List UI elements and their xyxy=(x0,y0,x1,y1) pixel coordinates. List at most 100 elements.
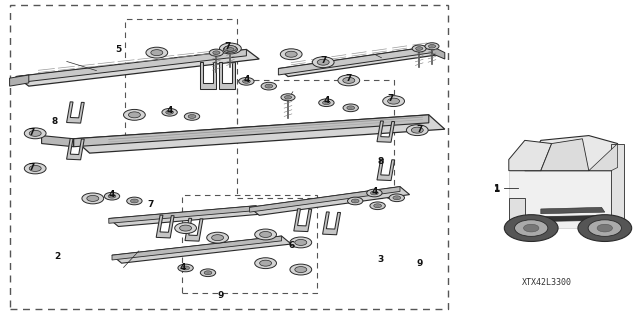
Circle shape xyxy=(312,57,334,68)
Circle shape xyxy=(367,189,382,197)
Text: 7: 7 xyxy=(224,42,230,51)
Circle shape xyxy=(220,43,241,54)
Circle shape xyxy=(280,49,302,60)
Circle shape xyxy=(184,113,200,120)
Circle shape xyxy=(295,240,307,245)
Text: 7: 7 xyxy=(147,200,154,209)
Polygon shape xyxy=(611,144,624,228)
Circle shape xyxy=(295,267,307,272)
Text: 1: 1 xyxy=(493,184,499,193)
Circle shape xyxy=(261,82,276,90)
Polygon shape xyxy=(185,218,203,241)
Circle shape xyxy=(178,264,193,272)
Circle shape xyxy=(416,47,423,50)
Text: 8: 8 xyxy=(378,157,384,166)
Circle shape xyxy=(348,197,363,205)
Circle shape xyxy=(108,194,116,198)
Circle shape xyxy=(351,199,359,203)
Circle shape xyxy=(260,260,271,266)
Circle shape xyxy=(290,264,312,275)
Polygon shape xyxy=(219,62,236,89)
Circle shape xyxy=(180,225,191,231)
Polygon shape xyxy=(10,75,29,86)
Circle shape xyxy=(524,224,539,232)
Text: 4: 4 xyxy=(179,263,186,272)
Polygon shape xyxy=(278,46,442,77)
Circle shape xyxy=(129,112,140,118)
Circle shape xyxy=(151,50,163,56)
Circle shape xyxy=(225,46,236,51)
Circle shape xyxy=(204,271,212,275)
Circle shape xyxy=(383,96,404,107)
Polygon shape xyxy=(16,49,246,83)
Text: 7: 7 xyxy=(29,128,35,137)
Polygon shape xyxy=(74,115,445,153)
Circle shape xyxy=(87,196,99,201)
Circle shape xyxy=(285,96,292,99)
Circle shape xyxy=(265,84,273,88)
Polygon shape xyxy=(377,121,395,142)
Circle shape xyxy=(319,99,334,107)
Circle shape xyxy=(24,163,46,174)
Circle shape xyxy=(347,106,355,110)
Circle shape xyxy=(166,110,173,114)
Circle shape xyxy=(223,46,237,53)
Polygon shape xyxy=(109,206,266,226)
Text: 7: 7 xyxy=(416,125,422,134)
Circle shape xyxy=(323,101,330,105)
Polygon shape xyxy=(16,49,259,86)
Circle shape xyxy=(24,128,46,139)
Text: 4: 4 xyxy=(243,75,250,84)
Text: 4: 4 xyxy=(109,190,115,199)
Text: 6: 6 xyxy=(288,241,294,250)
Polygon shape xyxy=(250,187,400,212)
Circle shape xyxy=(597,224,612,232)
Circle shape xyxy=(374,204,381,208)
Text: 9: 9 xyxy=(218,291,224,300)
Polygon shape xyxy=(377,159,395,181)
Circle shape xyxy=(207,232,228,243)
Circle shape xyxy=(338,75,360,86)
Circle shape xyxy=(162,108,177,116)
Circle shape xyxy=(212,51,220,54)
Circle shape xyxy=(412,127,423,133)
Circle shape xyxy=(406,125,428,136)
Polygon shape xyxy=(589,144,618,171)
Text: 1: 1 xyxy=(493,185,499,194)
Circle shape xyxy=(389,194,404,202)
Polygon shape xyxy=(528,215,614,222)
Polygon shape xyxy=(509,171,621,228)
Text: 4: 4 xyxy=(166,106,173,115)
Polygon shape xyxy=(541,139,589,171)
Circle shape xyxy=(260,232,271,237)
Polygon shape xyxy=(541,207,605,214)
Polygon shape xyxy=(278,46,432,75)
Text: 7: 7 xyxy=(387,94,394,103)
Circle shape xyxy=(146,47,168,58)
Circle shape xyxy=(281,94,295,101)
Circle shape xyxy=(370,202,385,210)
Polygon shape xyxy=(200,62,216,89)
Polygon shape xyxy=(432,46,445,59)
Circle shape xyxy=(127,197,142,205)
Circle shape xyxy=(290,237,312,248)
Text: 4: 4 xyxy=(371,187,378,196)
Polygon shape xyxy=(112,236,282,260)
Polygon shape xyxy=(509,198,525,228)
Text: 5: 5 xyxy=(115,45,122,54)
Text: 4: 4 xyxy=(323,96,330,105)
Polygon shape xyxy=(509,140,552,171)
Polygon shape xyxy=(156,215,174,238)
Circle shape xyxy=(317,59,329,65)
Circle shape xyxy=(212,235,223,241)
Circle shape xyxy=(515,220,548,236)
Circle shape xyxy=(200,269,216,277)
Polygon shape xyxy=(67,138,84,160)
Circle shape xyxy=(429,44,435,48)
Circle shape xyxy=(29,130,41,136)
Circle shape xyxy=(393,196,401,200)
Circle shape xyxy=(343,104,358,112)
Text: 7: 7 xyxy=(320,56,326,65)
Circle shape xyxy=(243,79,250,83)
Polygon shape xyxy=(42,136,74,147)
